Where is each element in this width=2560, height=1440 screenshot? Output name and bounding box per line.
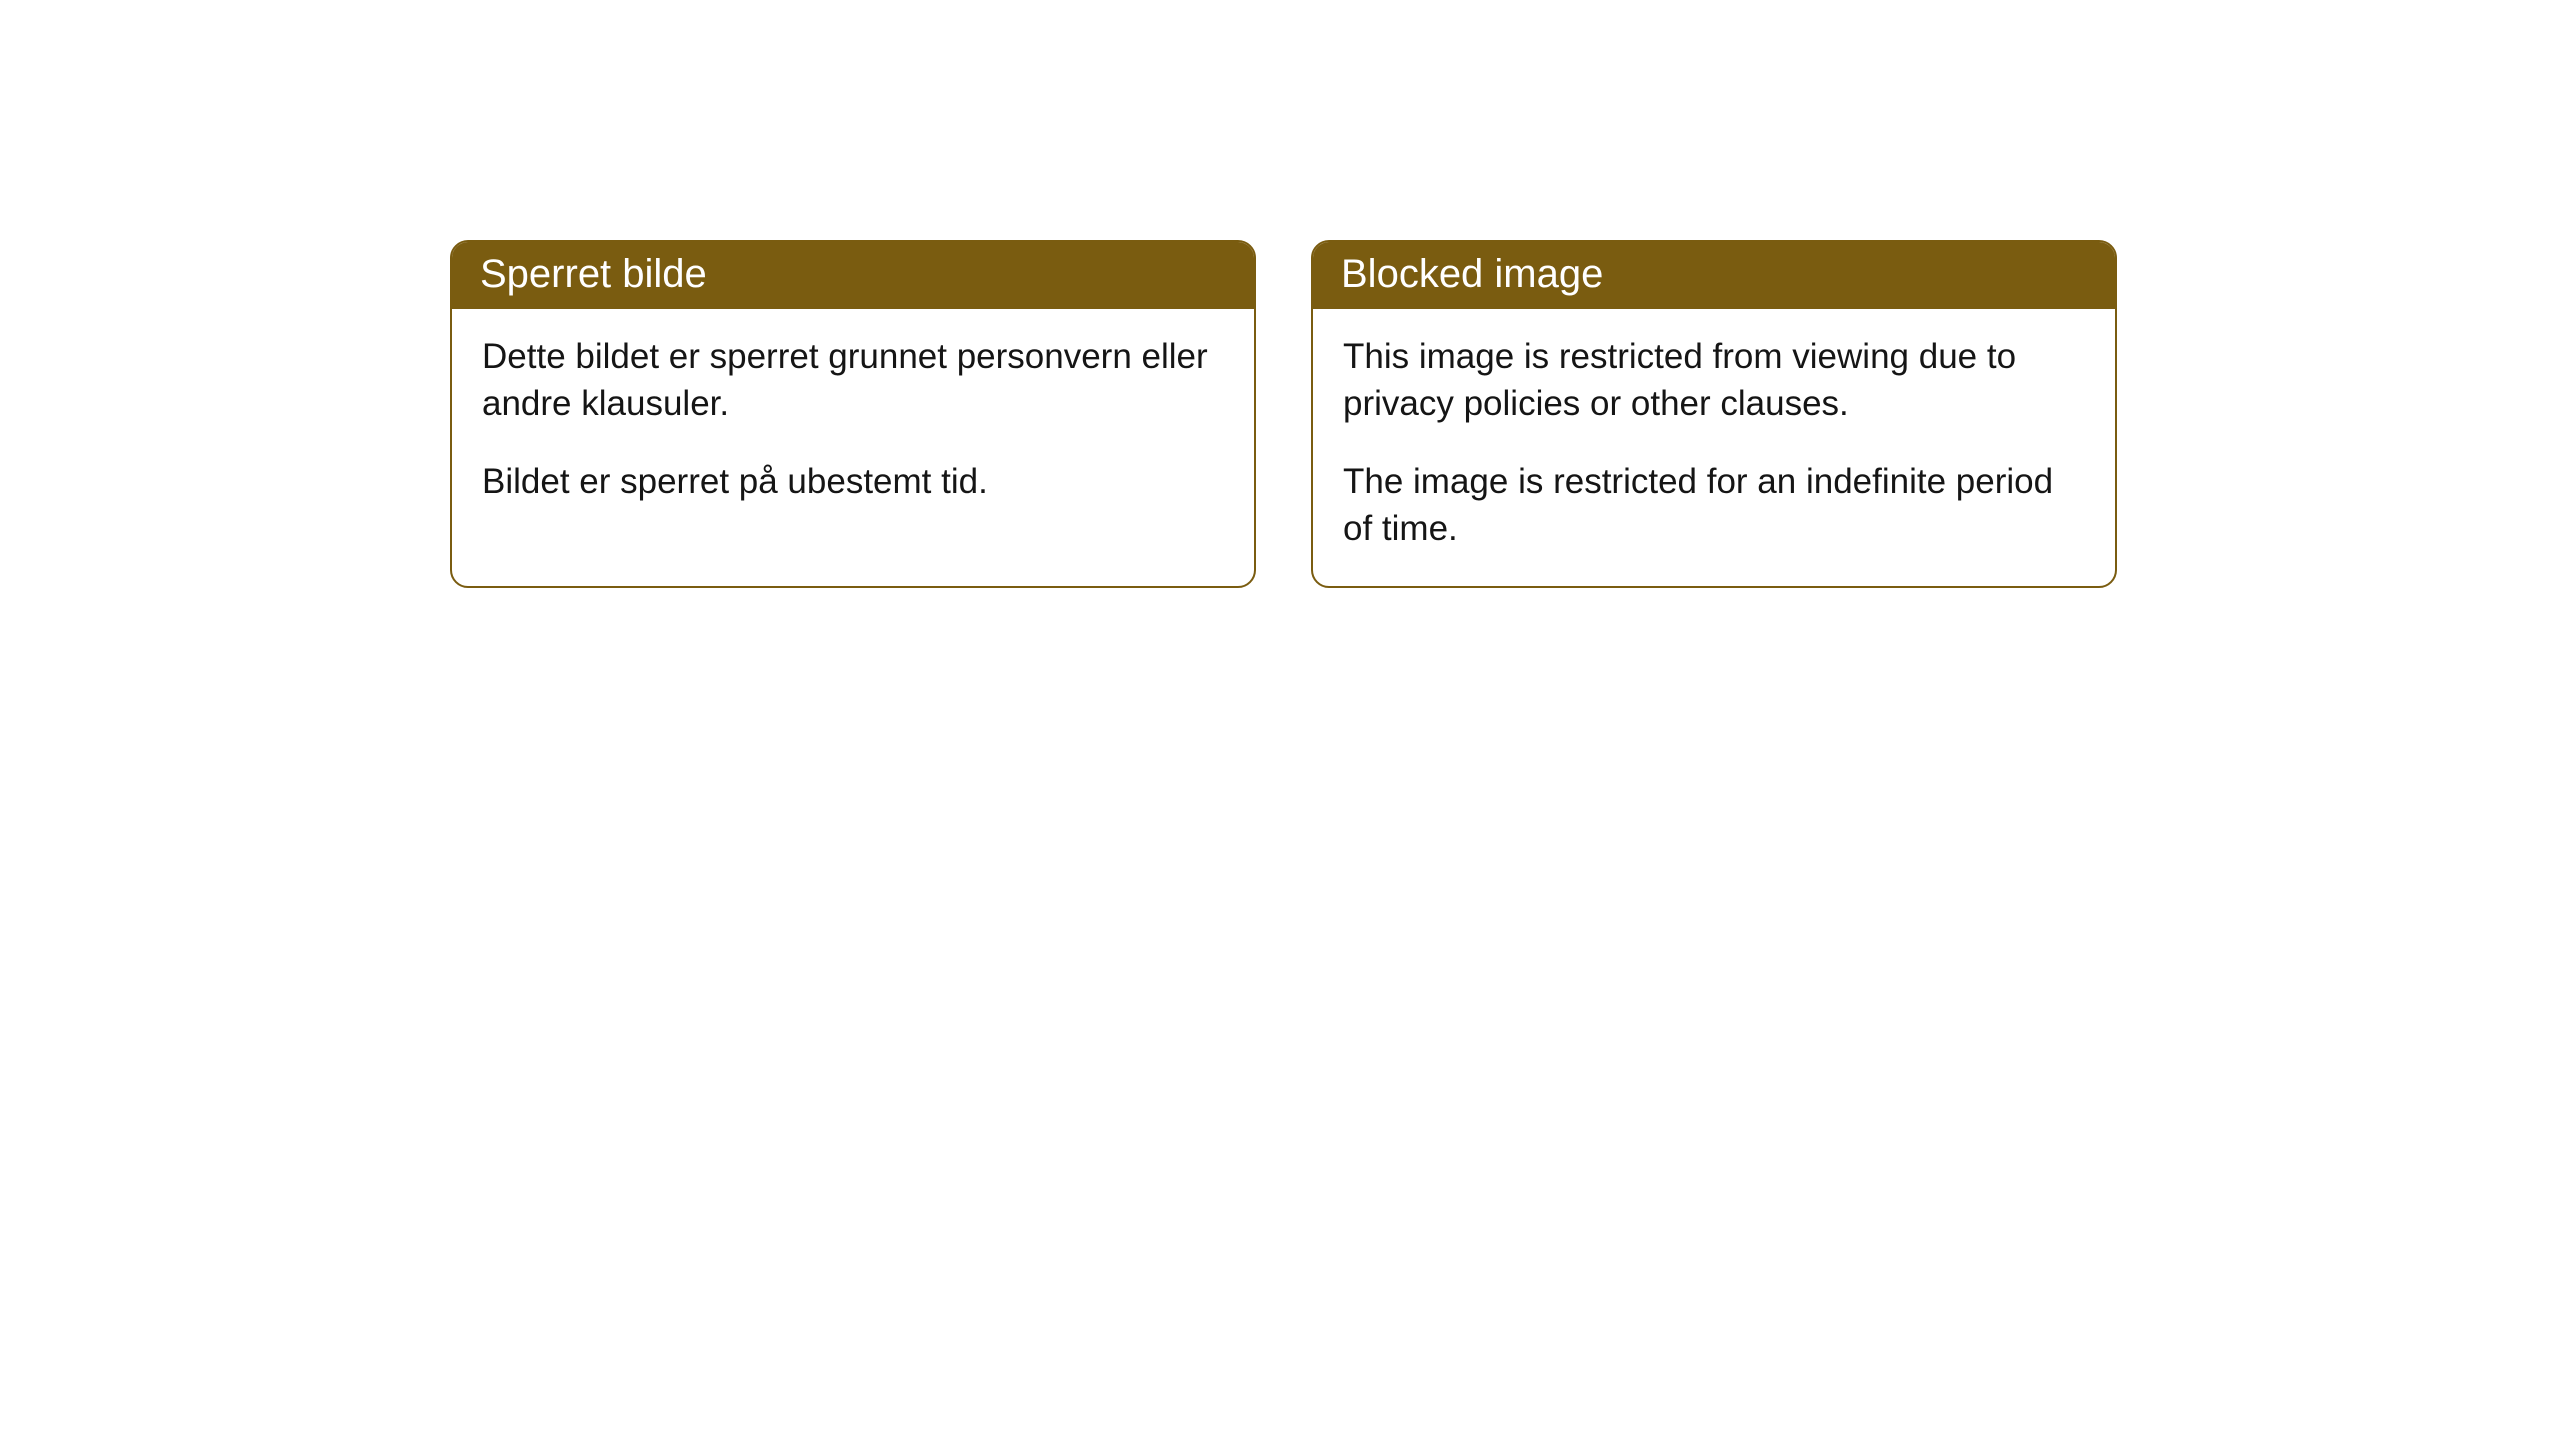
card-paragraph-2: Bildet er sperret på ubestemt tid. [482, 458, 1224, 505]
notice-cards-container: Sperret bilde Dette bildet er sperret gr… [450, 240, 2117, 588]
notice-card-norwegian: Sperret bilde Dette bildet er sperret gr… [450, 240, 1256, 588]
card-body: This image is restricted from viewing du… [1313, 309, 2115, 586]
card-paragraph-1: This image is restricted from viewing du… [1343, 333, 2085, 428]
card-title: Blocked image [1341, 252, 1603, 296]
card-header: Blocked image [1313, 242, 2115, 309]
card-header: Sperret bilde [452, 242, 1254, 309]
card-paragraph-1: Dette bildet er sperret grunnet personve… [482, 333, 1224, 428]
card-title: Sperret bilde [480, 252, 707, 296]
card-body: Dette bildet er sperret grunnet personve… [452, 309, 1254, 539]
card-paragraph-2: The image is restricted for an indefinit… [1343, 458, 2085, 553]
notice-card-english: Blocked image This image is restricted f… [1311, 240, 2117, 588]
